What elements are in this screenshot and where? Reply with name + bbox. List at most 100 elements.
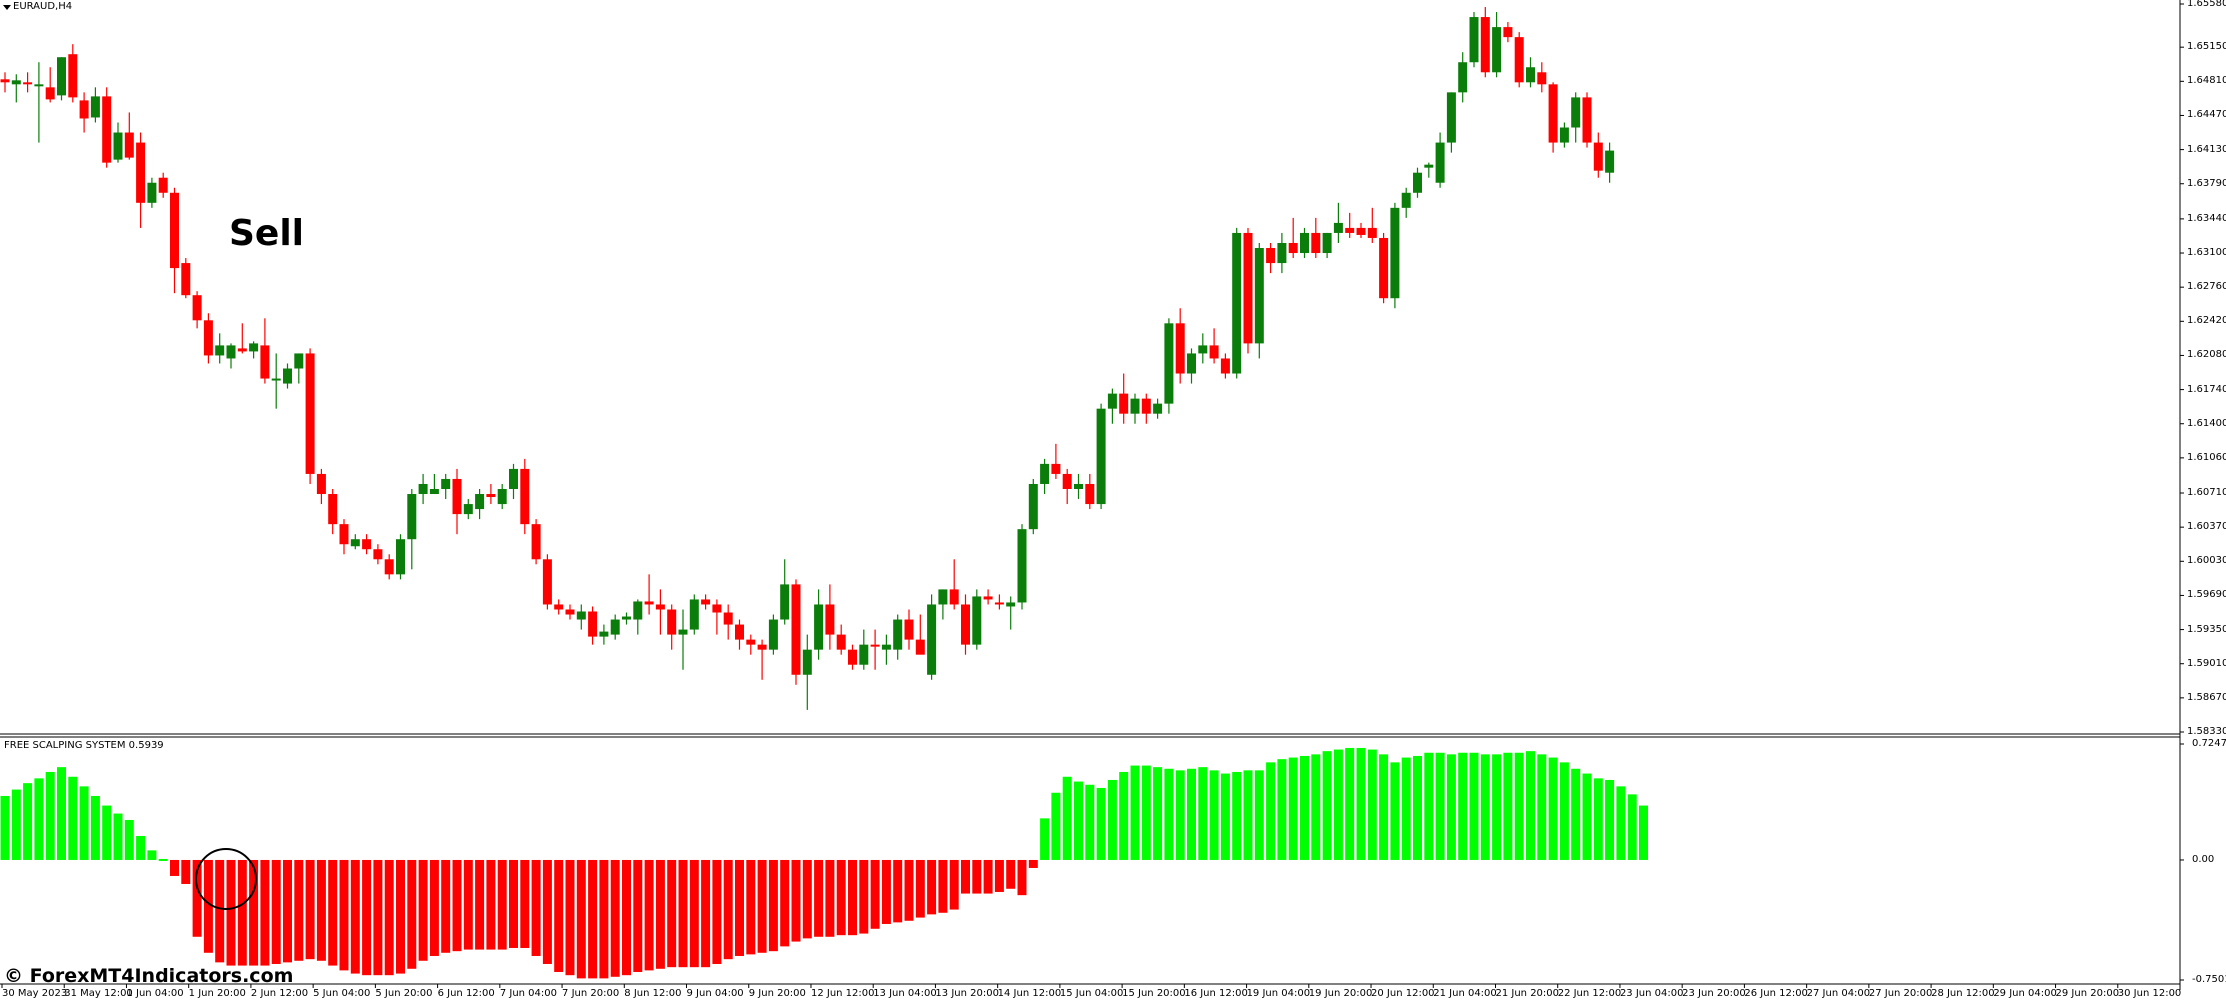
candle bbox=[893, 614, 903, 660]
candle-body bbox=[1006, 602, 1016, 607]
candle-body bbox=[1062, 473, 1072, 489]
candle-body bbox=[215, 345, 225, 356]
candle bbox=[418, 473, 428, 505]
candle-body bbox=[881, 644, 891, 650]
candle-body bbox=[271, 378, 281, 381]
candle bbox=[452, 468, 462, 535]
time-tick-label: 27 Jun 04:00 bbox=[1806, 988, 1871, 999]
histogram-bar bbox=[542, 859, 552, 964]
candle-body bbox=[463, 504, 473, 515]
candle-body bbox=[1051, 463, 1061, 474]
candle-body bbox=[1153, 403, 1163, 414]
candle-body bbox=[429, 488, 439, 495]
candle-body bbox=[1187, 353, 1196, 374]
candle bbox=[68, 44, 78, 103]
candle-body bbox=[124, 132, 134, 158]
price-tick-label: 1.62760 bbox=[2187, 281, 2226, 293]
candle-body bbox=[802, 649, 812, 675]
candle bbox=[203, 313, 213, 364]
candle bbox=[441, 473, 451, 500]
candle-body bbox=[486, 494, 496, 498]
histogram-bar bbox=[915, 859, 925, 918]
histogram-bar bbox=[68, 776, 78, 860]
candle-body bbox=[689, 599, 699, 630]
candle bbox=[45, 67, 55, 103]
candle bbox=[1322, 232, 1332, 259]
histogram-bar bbox=[396, 859, 405, 974]
time-tick-label: 30 May 2023 bbox=[2, 988, 68, 999]
time-tick-label: 7 Jun 20:00 bbox=[562, 988, 620, 999]
histogram-bar bbox=[1300, 755, 1309, 860]
candle-body bbox=[780, 584, 790, 620]
candle bbox=[373, 544, 383, 565]
candle-body bbox=[509, 468, 518, 489]
histogram-bar bbox=[384, 859, 394, 976]
histogram-bar bbox=[1209, 770, 1219, 860]
candle bbox=[463, 499, 473, 520]
histogram-bar bbox=[1379, 754, 1389, 860]
candle bbox=[124, 112, 134, 160]
candle bbox=[1028, 478, 1038, 535]
price-tick-label: 1.61400 bbox=[2187, 417, 2226, 429]
candle bbox=[1254, 242, 1264, 359]
candle bbox=[588, 606, 598, 645]
histogram-bar bbox=[565, 859, 575, 976]
candle-body bbox=[565, 609, 575, 615]
histogram-bar bbox=[249, 859, 259, 966]
histogram-bar bbox=[1028, 859, 1038, 868]
histogram-bar bbox=[780, 859, 790, 947]
candle-body bbox=[1175, 323, 1185, 374]
time-tick-label: 27 Jun 20:00 bbox=[1868, 988, 1933, 999]
candle bbox=[158, 172, 168, 198]
indicator-pane[interactable] bbox=[0, 747, 1649, 979]
histogram-bar bbox=[1232, 771, 1242, 860]
chevron-down-icon[interactable] bbox=[3, 5, 11, 10]
candle bbox=[848, 644, 857, 670]
histogram-bar bbox=[1333, 749, 1343, 860]
price-tick-label: 1.60370 bbox=[2187, 521, 2226, 533]
price-tick-label: 1.58670 bbox=[2187, 691, 2226, 703]
candle-body bbox=[825, 604, 835, 635]
candle-body bbox=[1571, 97, 1581, 128]
histogram-bar bbox=[1311, 754, 1321, 860]
histogram-bar bbox=[1266, 762, 1276, 860]
histogram-bar bbox=[1198, 767, 1208, 860]
candle bbox=[509, 463, 518, 500]
histogram-bar bbox=[1040, 818, 1050, 860]
candle-body bbox=[1548, 84, 1558, 143]
histogram-bar bbox=[1356, 747, 1366, 860]
time-tick-label: 1 Jun 20:00 bbox=[188, 988, 246, 999]
histogram-bar bbox=[463, 859, 473, 950]
histogram-bar bbox=[339, 859, 349, 971]
histogram-bar bbox=[283, 859, 292, 963]
histogram-bar bbox=[1107, 779, 1117, 860]
price-pane[interactable] bbox=[0, 7, 1615, 710]
candle bbox=[576, 604, 586, 630]
histogram-bar bbox=[226, 859, 236, 966]
candle-body bbox=[599, 631, 609, 637]
candle bbox=[1232, 227, 1242, 379]
histogram-bar bbox=[1153, 767, 1163, 860]
histogram-bar bbox=[972, 859, 982, 894]
candle bbox=[1040, 458, 1050, 495]
candle-body bbox=[305, 353, 315, 474]
candle bbox=[1198, 333, 1208, 364]
time-tick-label: 9 Jun 20:00 bbox=[748, 988, 806, 999]
histogram-bar bbox=[0, 795, 10, 860]
candle-body bbox=[938, 589, 948, 605]
candle bbox=[599, 624, 609, 645]
candle bbox=[701, 594, 711, 610]
candle-body bbox=[1605, 150, 1615, 173]
histogram-bar bbox=[836, 859, 846, 936]
candle bbox=[136, 132, 146, 228]
time-tick-label: 5 Jun 20:00 bbox=[375, 988, 433, 999]
candle bbox=[328, 488, 338, 535]
candle bbox=[949, 559, 959, 610]
histogram-bar bbox=[949, 859, 959, 910]
histogram-bar bbox=[203, 859, 213, 953]
candle bbox=[1548, 82, 1558, 153]
histogram-bar bbox=[791, 859, 801, 942]
candle-body bbox=[768, 619, 778, 650]
